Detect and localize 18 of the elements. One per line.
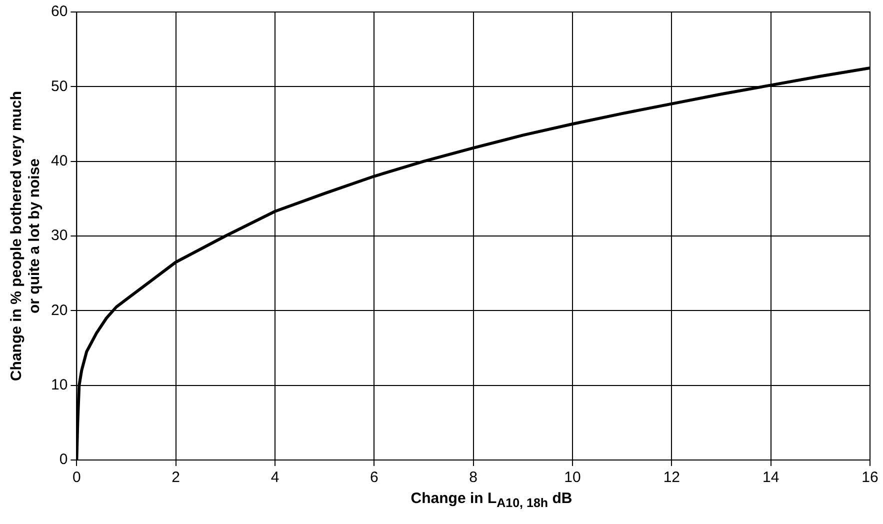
x-tick-label: 4 <box>270 469 280 486</box>
x-tick-label: 2 <box>172 469 180 486</box>
x-tick-label: 14 <box>762 469 780 486</box>
y-tick-label: 40 <box>50 152 68 170</box>
x-tick-label: 0 <box>72 469 81 486</box>
y-tick-label: 0 <box>59 451 68 468</box>
x-tick-label: 16 <box>862 469 878 486</box>
y-tick-label: 30 <box>50 227 68 244</box>
y-axis-title: Change in % people bothered very much or quite a lot by noise <box>8 90 44 382</box>
x-axis-title: Change in L$_{A10, 18h}$ dB <box>410 490 574 510</box>
x-tick-label: 8 <box>469 469 478 486</box>
y-tick-label: 60 <box>50 3 68 20</box>
x-tick-label: 10 <box>564 469 581 486</box>
x-tick-label: 6 <box>370 469 378 486</box>
y-tick-label: 20 <box>50 302 68 319</box>
y-tick-label: 10 <box>50 376 68 394</box>
x-tick-label: 12 <box>663 469 680 486</box>
y-tick-label: 50 <box>50 78 68 95</box>
